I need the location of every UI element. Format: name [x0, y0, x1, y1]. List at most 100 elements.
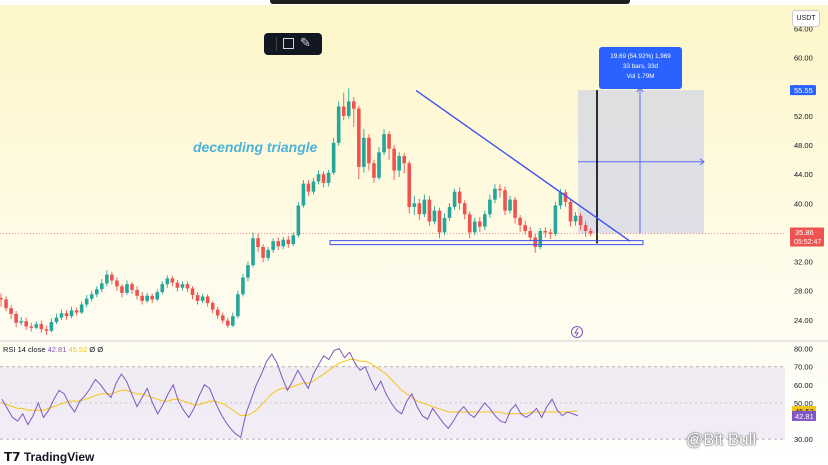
candle-body [457, 191, 462, 204]
candle-body [412, 203, 417, 207]
candle-body [392, 148, 396, 171]
candle-body [508, 199, 512, 211]
brush-icon[interactable]: ✎ [300, 35, 311, 50]
candle-body [251, 238, 255, 266]
candle-body [533, 237, 538, 247]
candle-body [387, 134, 391, 149]
price-axis-label: 24.00 [794, 316, 813, 325]
candle-body [220, 315, 225, 321]
measure-h-arrowhead [699, 158, 705, 166]
candle-body [407, 163, 412, 207]
candle-body [306, 183, 311, 192]
rsi-value: 42.81 [47, 345, 67, 354]
candle-body [256, 238, 260, 247]
countdown-label: 05:52:47 [794, 239, 821, 246]
candle-body [79, 304, 84, 313]
candle-body [346, 101, 351, 116]
candle-body [518, 217, 522, 226]
candle-body [210, 303, 215, 310]
rsi-axis-label: 50.00 [794, 399, 813, 408]
candle-body [447, 206, 452, 218]
candle-body [588, 230, 593, 234]
rsi-ma-line [1, 359, 579, 417]
candle-body [215, 309, 220, 316]
candle-body [261, 246, 265, 258]
candle-body [437, 210, 442, 233]
rsi-na-1: Ø [89, 345, 96, 354]
candle-body [24, 321, 28, 327]
candle-body [462, 203, 467, 215]
candle-body [548, 232, 553, 234]
candle-body [483, 214, 487, 227]
crop-icon[interactable] [283, 38, 294, 49]
triangle-support-zone [329, 240, 644, 246]
candle-body [195, 295, 200, 301]
rsi-legend[interactable]: RSI 14 close 42.81 45.52 Ø Ø [3, 345, 103, 354]
candle-body [84, 298, 89, 305]
candle-body [170, 278, 175, 283]
tradingview-logo[interactable]: 𝗧𝟳 TradingView [4, 450, 94, 464]
candle-body [362, 137, 366, 167]
price-axis-label: 44.00 [794, 170, 813, 179]
candle-body [528, 230, 532, 238]
candle-body [44, 329, 49, 331]
candle-body [573, 215, 578, 222]
candle-body [301, 183, 306, 206]
target-price-label: 55.55 [794, 86, 813, 95]
price-axis-label: 28.00 [794, 287, 813, 296]
rsi-line [1, 347, 579, 439]
candle-body [236, 294, 240, 317]
candle-body [145, 295, 149, 301]
candle-body [422, 199, 427, 215]
candle-body [352, 101, 356, 109]
candle-body [523, 225, 527, 231]
watermark: @Bit Bull [686, 430, 757, 449]
drawing-toolbox[interactable]: ✎ [264, 33, 322, 55]
candle-body [553, 205, 558, 234]
candle-body [578, 215, 583, 226]
candle-body [135, 289, 139, 296]
candle-body [150, 295, 154, 300]
candle-body [105, 274, 109, 284]
candle-body [4, 299, 8, 309]
candle-body [231, 316, 235, 326]
candle-body [311, 181, 316, 192]
measure-line-1: 19.69 (54.92%) 1,969 [610, 53, 671, 60]
top-bar [0, 0, 828, 5]
last-price-badge [790, 227, 824, 247]
candle-body [165, 278, 170, 285]
target-price-badge [790, 85, 816, 96]
rsi-value-axis-label: 42.81 [795, 412, 814, 421]
candle-body [331, 142, 336, 173]
candle-body [94, 289, 99, 295]
candle-body [583, 225, 588, 231]
candle-body [543, 230, 548, 233]
price-axis-label: 32.00 [794, 258, 813, 267]
candle-body [558, 192, 563, 206]
candle-body [316, 174, 321, 182]
candle-body [180, 284, 185, 288]
last-price-label: 35.86 [795, 228, 814, 237]
candle-body [563, 192, 568, 202]
currency-button[interactable]: USDT [792, 10, 820, 27]
candle-body [432, 210, 437, 222]
candle-body [226, 320, 230, 326]
candle-body [115, 280, 119, 287]
candle-body [336, 106, 341, 143]
candle-body [14, 313, 18, 323]
pattern-annotation: decending triangle [193, 139, 318, 155]
candle-body [467, 214, 472, 233]
candle-body [64, 313, 69, 317]
candle-body [538, 230, 543, 247]
candle-body [160, 284, 165, 293]
rsi-label: RSI 14 close [3, 345, 46, 354]
candle-body [341, 106, 346, 116]
candle-body [130, 284, 134, 290]
candle-body [185, 284, 190, 289]
rsi-axis-label: 70.00 [794, 363, 813, 372]
candle-body [382, 134, 386, 153]
candle-body [397, 155, 401, 171]
candle-body [110, 274, 114, 281]
